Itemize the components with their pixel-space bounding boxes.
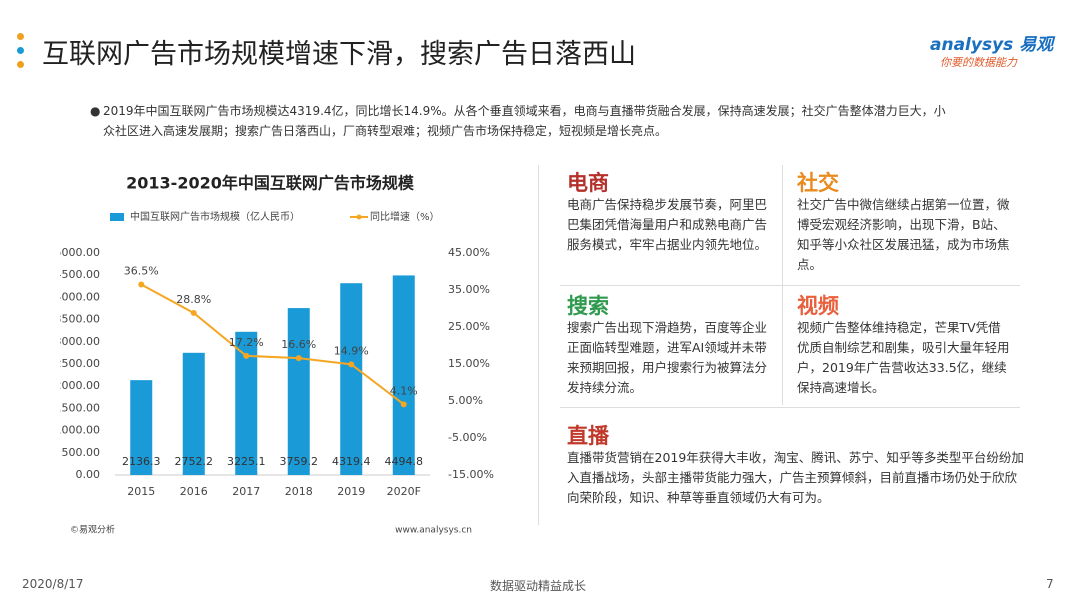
y-tick-label: 3500.00 [60,313,100,326]
divider [560,407,1020,408]
dot [17,33,24,40]
divider [538,165,539,525]
y2-tick-label: -5.00% [448,431,487,444]
x-tick-label: 2018 [285,485,313,498]
panel-text: 电商广告保持稳步发展节奏，阿里巴巴集团凭借海量用户和成熟电商广告服务模式，牢牢占… [567,197,768,252]
line-label: 17.2% [229,336,264,349]
x-tick-label: 2017 [232,485,260,498]
y2-tick-label: 25.00% [448,320,490,333]
line [140,283,405,406]
panel-text: 直播带货营销在2019年获得大丰收，淘宝、腾讯、苏宁、知乎等多类型平台纷纷加入直… [567,450,1024,505]
x-tick-label: 2020F [387,485,421,498]
bar [130,380,153,475]
footer-slogan: 数据驱动精益成长 [490,579,587,593]
bullet-text: 2019年中国互联网广告市场规模达4319.4亿，同比增长14.9%。从各个垂直… [103,104,946,138]
bar [392,275,415,475]
y2-tick-label: 45.00% [448,246,490,259]
y-tick-label: 4500.00 [60,268,100,281]
line-label: 4.1% [390,384,418,397]
site: www.analysys.cn [395,526,472,536]
panel-title: 社交 [797,171,839,195]
legend-swatch [110,213,124,221]
y-tick-label: 2000.00 [60,379,100,392]
legend-label: 中国互联网广告市场规模（亿人民币） [130,210,300,223]
y-tick-label: 0.00 [76,468,101,481]
y-tick-label: 3000.00 [60,335,100,348]
panel-text: 视频广告整体维持稳定，芒果TV凭借优质自制综艺和剧集，吸引大量年轻用户，2019… [797,320,1010,395]
y-tick-label: 500.00 [62,446,101,459]
line-label: 36.5% [124,264,159,277]
panel-text: 搜索广告出现下滑趋势，百度等企业正面临转型难题，进军AI领域并未带来预期回报，用… [567,320,768,395]
title: 互联网广告市场规模增速下滑，搜索广告日落西山 [42,39,636,70]
bar [235,331,258,475]
dot [17,47,24,54]
y-tick-label: 1500.00 [60,401,100,414]
x-tick-label: 2016 [180,485,208,498]
y-tick-label: 2500.00 [60,357,100,370]
bar-label: 3225.1 [227,455,266,468]
panel-title: 电商 [567,171,609,195]
panel-title: 搜索 [567,294,609,318]
line-label: 28.8% [176,293,211,306]
bar-label: 2752.2 [175,455,214,468]
bullet-dot: ● [90,104,101,118]
bar-label: 4319.4 [332,455,371,468]
x-tick-label: 2019 [337,485,365,498]
bar-label: 3759.2 [280,455,319,468]
divider [560,285,1020,286]
y-tick-label: 4000.00 [60,290,100,303]
logo: analysys 易观 [930,35,1054,55]
line-point [400,401,407,408]
bar [340,283,363,475]
line-point [190,309,197,316]
y2-tick-label: 15.00% [448,357,490,370]
legend-label: 同比增速（%） [370,210,440,223]
y2-tick-label: -15.00% [448,468,494,481]
line-point [295,355,302,362]
y2-tick-label: 35.00% [448,283,490,296]
bar-label: 4494.8 [385,455,424,468]
panel-title: 视频 [797,294,839,318]
line-label: 16.6% [281,338,316,351]
x-tick-label: 2015 [127,485,155,498]
bar [287,308,310,475]
source: ©易观分析 [70,524,115,536]
line-point [138,281,145,288]
bar [182,352,205,475]
y-tick-label: 1000.00 [60,424,100,437]
panel-text: 社交广告中微信继续占据第一位置，微博受宏观经济影响，出现下滑，B站、知乎等小众社… [797,197,1010,272]
line-point [348,361,355,368]
y2-tick-label: 5.00% [448,394,483,407]
dot [17,61,24,68]
line-point [243,352,250,359]
line-label: 14.9% [334,344,369,357]
y-tick-label: 5000.00 [60,246,100,259]
legend-swatch [356,214,362,220]
chart: 2013-2020年中国互联网广告市场规模 ©易观分析 www.analysys… [60,174,494,536]
chart-title: 2013-2020年中国互联网广告市场规模 [126,174,415,193]
logo-sub: 你要的数据能力 [940,56,1017,69]
footer-page: 7 [1046,577,1054,591]
panel-title: 直播 [567,424,609,448]
bar-label: 2136.3 [122,455,161,468]
footer-date: 2020/8/17 [22,577,84,591]
